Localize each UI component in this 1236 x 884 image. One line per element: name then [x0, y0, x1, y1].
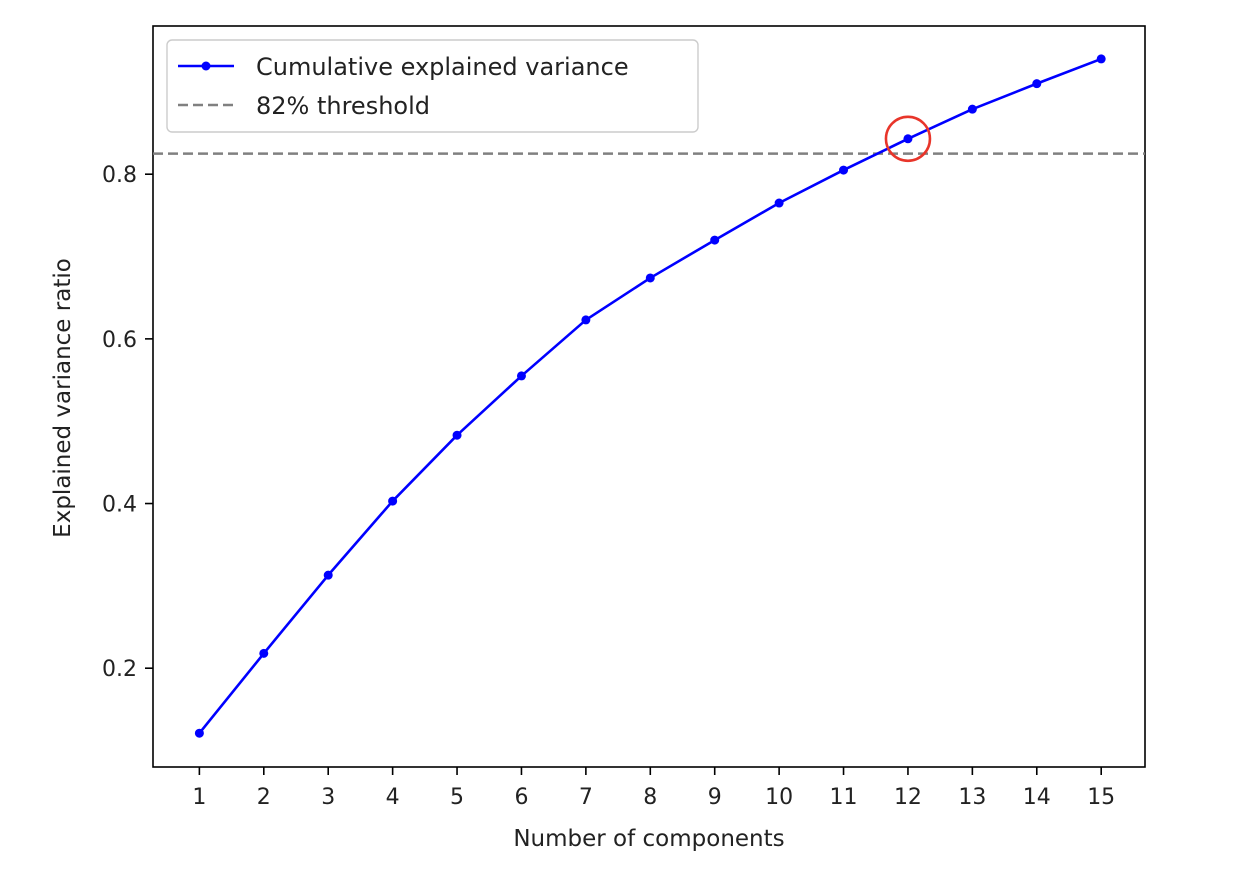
- y-tick-label-0.8: 0.8: [102, 163, 137, 188]
- x-tick-label-12: 12: [894, 785, 922, 810]
- plot-frame: [152, 25, 1146, 768]
- data-point-10: [774, 198, 784, 208]
- x-tick-label-9: 9: [708, 785, 722, 810]
- y-tick-label-0.6: 0.6: [102, 328, 137, 353]
- data-point-15: [1096, 54, 1106, 64]
- y-tick-label-0.2: 0.2: [102, 657, 137, 682]
- x-tick-label-10: 10: [765, 785, 793, 810]
- legend-box: [166, 39, 699, 133]
- x-tick-label-15: 15: [1087, 785, 1115, 810]
- x-tick-label-3: 3: [321, 785, 335, 810]
- x-tick-label-5: 5: [450, 785, 464, 810]
- x-tick-label-7: 7: [579, 785, 593, 810]
- legend-series-marker: [201, 61, 211, 71]
- data-point-12: [903, 134, 913, 144]
- x-tick-label-2: 2: [257, 785, 271, 810]
- series-layer: [194, 54, 1106, 738]
- data-point-8: [645, 273, 655, 283]
- data-point-5: [452, 430, 462, 440]
- data-point-7: [581, 315, 591, 325]
- legend-threshold-label: 82% threshold: [256, 92, 430, 120]
- x-tick-label-4: 4: [386, 785, 400, 810]
- highlight-circle: [884, 115, 932, 163]
- x-tick-label-14: 14: [1023, 785, 1051, 810]
- x-tick-label-11: 11: [830, 785, 858, 810]
- legend: Cumulative explained variance 82% thresh…: [166, 39, 699, 133]
- highlight-layer: [884, 115, 932, 163]
- x-axis-ticks: 1 2 3 4 5 6 7 8 9 10 11 12 13 14 15: [192, 767, 1115, 810]
- data-point-4: [388, 496, 398, 506]
- legend-series-label: Cumulative explained variance: [256, 53, 629, 81]
- y-tick-label-0.4: 0.4: [102, 493, 137, 518]
- x-tick-label-13: 13: [958, 785, 986, 810]
- x-tick-label-8: 8: [643, 785, 657, 810]
- data-point-6: [516, 371, 526, 381]
- data-point-11: [839, 165, 849, 175]
- y-axis-label: Explained variance ratio: [50, 258, 76, 538]
- data-point-3: [323, 570, 333, 580]
- x-tick-label-1: 1: [192, 785, 206, 810]
- data-point-13: [967, 104, 977, 114]
- data-point-2: [259, 648, 269, 658]
- data-point-1: [194, 728, 204, 738]
- x-tick-label-6: 6: [514, 785, 528, 810]
- data-point-14: [1032, 79, 1042, 89]
- x-axis-label: Number of components: [513, 826, 784, 852]
- y-axis-ticks: 0.2 0.4 0.6 0.8: [102, 163, 153, 682]
- data-point-9: [710, 235, 720, 245]
